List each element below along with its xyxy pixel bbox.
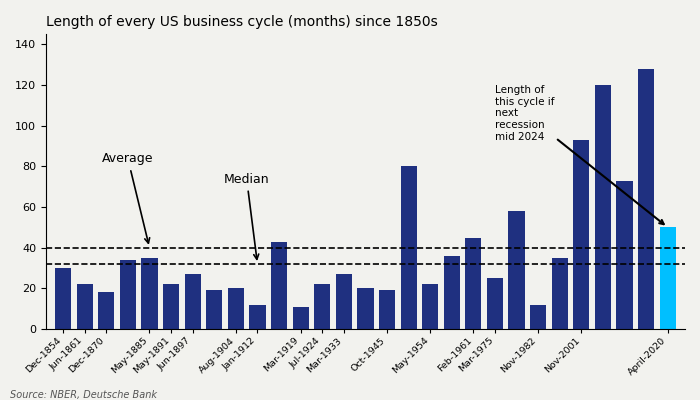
Bar (379, 290, 395, 329)
Bar (530, 304, 546, 329)
Bar (422, 284, 438, 329)
Bar (271, 242, 287, 329)
Bar (638, 69, 655, 329)
Bar (487, 278, 503, 329)
Bar (552, 258, 568, 329)
Bar (98, 292, 114, 329)
Bar (617, 181, 633, 329)
Bar (336, 274, 352, 329)
Text: Source: NBER, Deutsche Bank: Source: NBER, Deutsche Bank (10, 390, 158, 400)
Bar (141, 258, 158, 329)
Bar (185, 274, 201, 329)
Bar (508, 211, 525, 329)
Bar (466, 238, 482, 329)
Bar (76, 284, 93, 329)
Bar (400, 166, 416, 329)
Bar (659, 227, 676, 329)
Text: Average: Average (102, 152, 154, 243)
Bar (249, 304, 265, 329)
Bar (228, 288, 244, 329)
Bar (444, 256, 460, 329)
Text: Length of
this cycle if
next
recession
mid 2024: Length of this cycle if next recession m… (495, 85, 664, 224)
Bar (206, 290, 223, 329)
Bar (120, 260, 136, 329)
Bar (55, 268, 71, 329)
Bar (595, 85, 611, 329)
Bar (573, 140, 589, 329)
Text: Length of every US business cycle (months) since 1850s: Length of every US business cycle (month… (46, 15, 438, 29)
Bar (357, 288, 374, 329)
Text: Median: Median (224, 173, 270, 259)
Bar (293, 307, 309, 329)
Bar (314, 284, 330, 329)
Bar (163, 284, 179, 329)
